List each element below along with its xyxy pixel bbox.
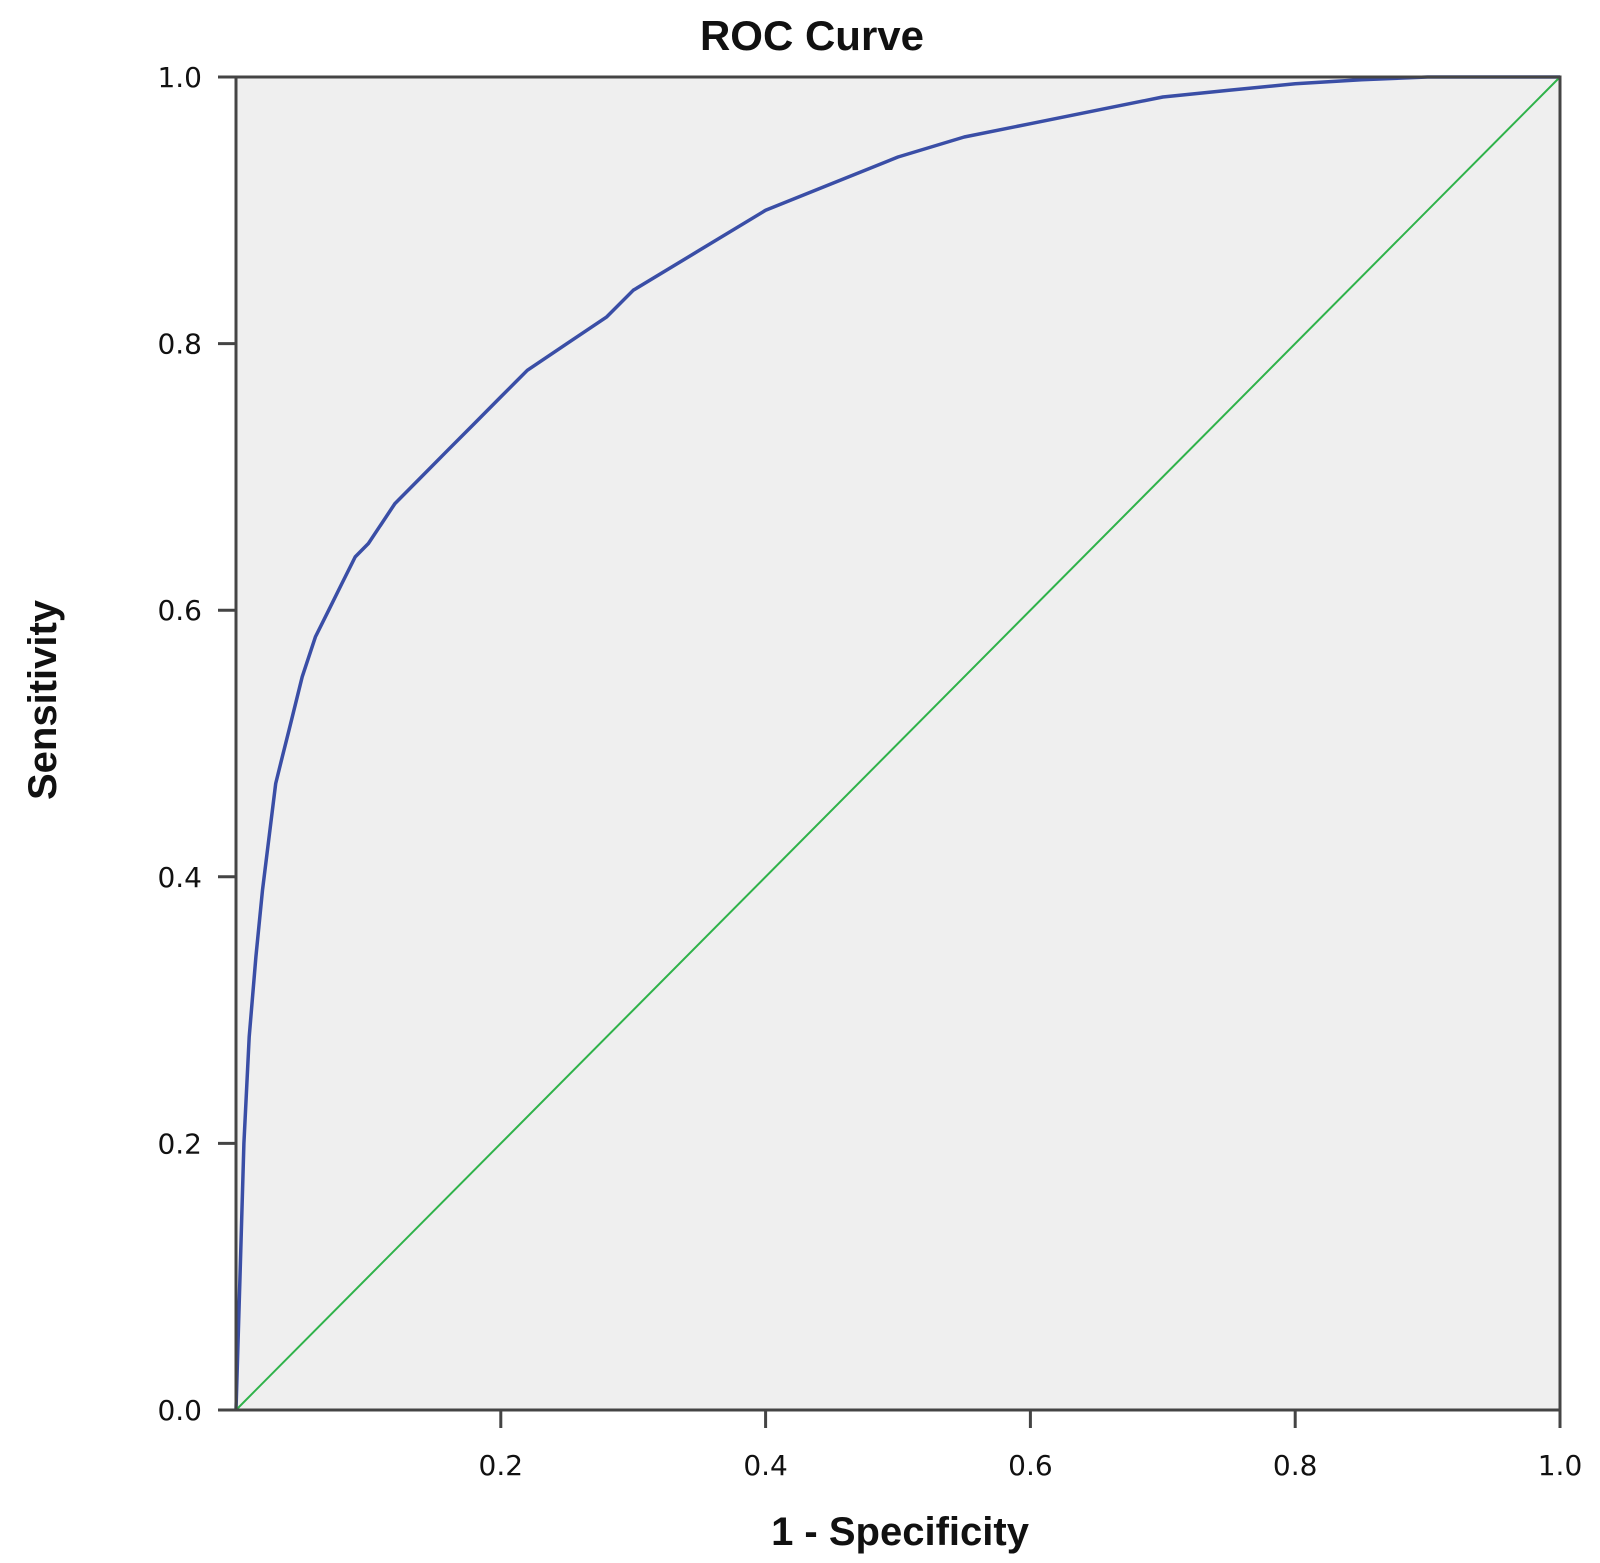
- y-tick-label: 0.4: [157, 861, 202, 894]
- roc-curve-line: [234, 75, 1560, 1411]
- x-tick-label: 1.0: [1538, 1449, 1583, 1482]
- y-tick-label: 0.2: [157, 1127, 202, 1160]
- y-tick-label: 0.8: [157, 328, 202, 361]
- reference-line: [235, 76, 1561, 1411]
- chart-title: ROC Curve: [700, 12, 924, 59]
- x-tick-label: 0.4: [743, 1449, 788, 1482]
- plot-frame: [234, 75, 1562, 1412]
- x-tick-label: 0.6: [1008, 1449, 1053, 1482]
- y-tick-label: 1.0: [157, 61, 202, 94]
- x-tick-label: 0.2: [479, 1449, 524, 1482]
- y-tick-label: 0.0: [157, 1394, 202, 1427]
- x-axis-label: 1 - Specificity: [771, 1510, 1030, 1554]
- series-layer: [234, 75, 1561, 1411]
- y-tick-label: 0.6: [157, 594, 202, 627]
- x-tick-label: 0.8: [1273, 1449, 1318, 1482]
- y-axis-label: Sensitivity: [21, 599, 65, 800]
- axis-layer: 0.2 0.4 0.6 0.8 1.0 0.0 0.2 0.4 0.6 0.8 1.0: [157, 61, 1582, 1482]
